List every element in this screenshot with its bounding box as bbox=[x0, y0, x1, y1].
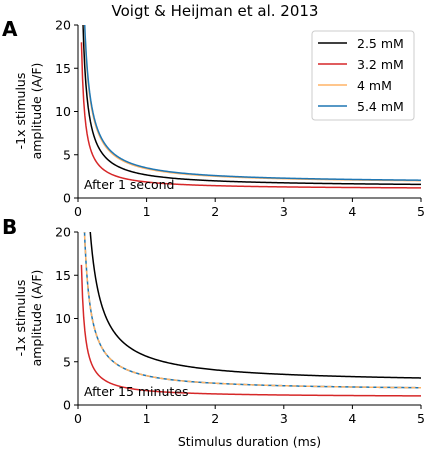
panel-b-ylabel-line1: -1x stimulus bbox=[13, 280, 28, 357]
x-tick-label: 5 bbox=[417, 411, 425, 426]
series-line-2-5mm-a bbox=[82, 25, 421, 186]
x-tick-label: 5 bbox=[417, 204, 425, 219]
y-tick-label: 15 bbox=[55, 61, 71, 76]
y-tick-label: 20 bbox=[55, 18, 71, 33]
x-tick-label: 4 bbox=[348, 204, 356, 219]
y-tick-label: 5 bbox=[63, 147, 71, 162]
y-tick-label: 15 bbox=[55, 268, 71, 283]
panel-a-letter: A bbox=[2, 17, 18, 41]
y-tick-label: 0 bbox=[63, 398, 71, 413]
panel-a-ylabel-line1: -1x stimulus bbox=[13, 73, 28, 150]
x-tick-label: 0 bbox=[74, 204, 82, 219]
x-tick-label: 1 bbox=[143, 204, 151, 219]
series-line-5-4mm-b bbox=[83, 232, 421, 389]
y-tick-label: 5 bbox=[63, 354, 71, 369]
y-tick-label: 0 bbox=[63, 191, 71, 206]
panel-b-annotation: After 15 minutes bbox=[84, 384, 188, 399]
series-line-3-2mm-a bbox=[80, 42, 421, 189]
panel-a-plot: 0 1 2 3 4 5 0 5 10 15 20 bbox=[55, 18, 425, 220]
legend-entry: 5.4 mM bbox=[318, 99, 404, 114]
legend-entry: 4 mM bbox=[318, 78, 392, 93]
legend-label-3-2mm: 3.2 mM bbox=[357, 57, 404, 72]
x-tick-label: 3 bbox=[280, 204, 288, 219]
panel-b-plot: 0 1 2 3 4 5 0 5 10 15 20 bbox=[55, 225, 425, 427]
x-tick-label: 2 bbox=[211, 411, 219, 426]
legend-label-2-5mm: 2.5 mM bbox=[357, 36, 404, 51]
panel-a-legend: 2.5 mM 3.2 mM 4 mM 5.4 mM bbox=[311, 30, 415, 121]
legend-frame bbox=[311, 30, 415, 121]
series-line-2-5mm-b bbox=[89, 232, 421, 379]
series-line-3-2mm-b bbox=[80, 264, 421, 397]
x-tick-label: 2 bbox=[211, 204, 219, 219]
figure-title: Voigt & Heijman et al. 2013 bbox=[112, 2, 319, 20]
panel-a: A -1x stimulus amplitude (A/F) 0 1 2 3 4 5 0 5 1… bbox=[2, 17, 425, 220]
series-line-4mm-b bbox=[83, 232, 421, 389]
legend-entry: 3.2 mM bbox=[318, 57, 404, 72]
panel-a-annotation: After 1 second bbox=[84, 177, 175, 192]
x-tick-label: 1 bbox=[143, 411, 151, 426]
panel-b-letter: B bbox=[2, 215, 17, 239]
y-tick-label: 10 bbox=[55, 311, 71, 326]
panel-b-xlabel: Stimulus duration (ms) bbox=[178, 434, 321, 449]
y-tick-label: 10 bbox=[55, 104, 71, 119]
panel-b-ylabel-line2: amplitude (A/F) bbox=[29, 270, 44, 367]
legend-entry: 2.5 mM bbox=[318, 36, 404, 51]
legend-label-5-4mm: 5.4 mM bbox=[357, 99, 404, 114]
legend-label-4mm: 4 mM bbox=[357, 78, 392, 93]
y-tick-label: 20 bbox=[55, 225, 71, 240]
x-tick-label: 4 bbox=[348, 411, 356, 426]
panel-a-ylabel-line2: amplitude (A/F) bbox=[29, 63, 44, 160]
x-tick-label: 3 bbox=[280, 411, 288, 426]
panel-b: B -1x stimulus amplitude (A/F) 0 1 2 3 4 5 0 5 1… bbox=[2, 215, 425, 449]
series-line-5-4mm-a bbox=[83, 25, 421, 181]
x-tick-label: 0 bbox=[74, 411, 82, 426]
